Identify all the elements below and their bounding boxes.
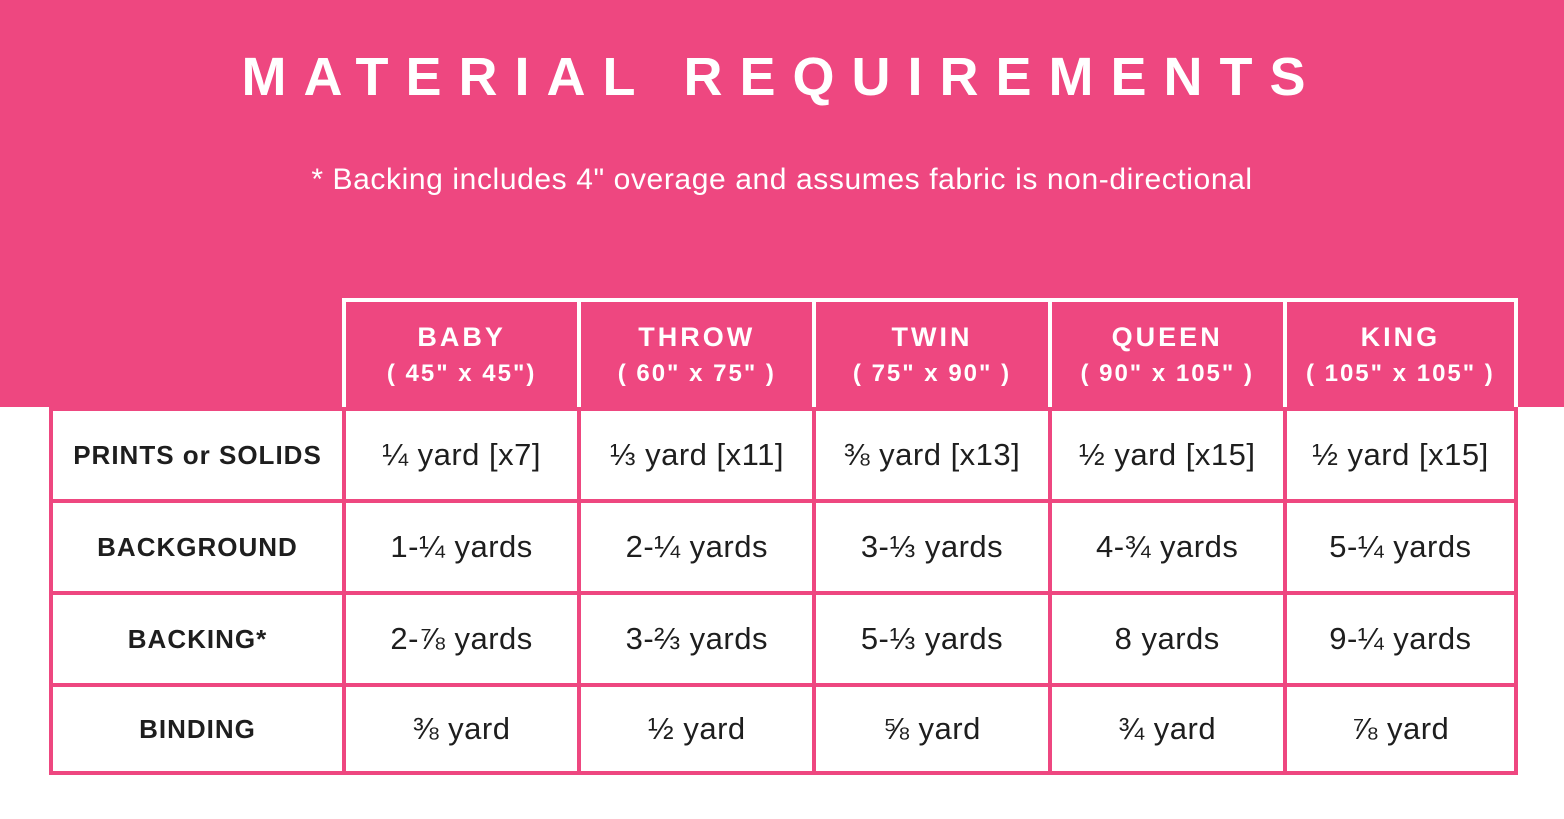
cell-background-baby: 1-¼ yards	[342, 499, 578, 591]
cell-binding-queen: ¾ yard	[1047, 683, 1283, 775]
column-name: QUEEN	[1111, 322, 1223, 352]
column-header-throw: THROW ( 60" x 75" )	[577, 298, 813, 408]
cell-background-king: 5-¼ yards	[1282, 499, 1518, 591]
column-name: THROW	[638, 322, 756, 352]
cell-backing-king: 9-¼ yards	[1282, 591, 1518, 683]
column-header-king: KING ( 105" x 105" )	[1282, 298, 1518, 408]
cell-backing-twin: 5-⅓ yards	[812, 591, 1048, 683]
cell-binding-twin: ⅝ yard	[812, 683, 1048, 775]
materials-table: PRINTS or SOLIDS ¼ yard [x7] ⅓ yard [x11…	[49, 407, 1518, 775]
backing-note: * Backing includes 4" overage and assume…	[311, 163, 1253, 196]
cell-background-queen: 4-¾ yards	[1047, 499, 1283, 591]
column-dimensions: ( 75" x 90" )	[852, 360, 1012, 387]
cell-binding-throw: ½ yard	[577, 683, 813, 775]
column-name: KING	[1360, 322, 1441, 352]
cell-backing-baby: 2-⅞ yards	[342, 591, 578, 683]
column-name: TWIN	[891, 322, 973, 352]
cell-prints-baby: ¼ yard [x7]	[342, 407, 578, 499]
cell-binding-king: ⅞ yard	[1282, 683, 1518, 775]
cell-prints-king: ½ yard [x15]	[1282, 407, 1518, 499]
column-dimensions: ( 60" x 75" )	[617, 360, 776, 387]
column-header-twin: TWIN ( 75" x 90" )	[812, 298, 1048, 408]
cell-prints-queen: ½ yard [x15]	[1047, 407, 1283, 499]
row-label-backing: BACKING*	[49, 591, 342, 683]
cell-background-throw: 2-¼ yards	[577, 499, 813, 591]
cell-prints-throw: ⅓ yard [x11]	[577, 407, 813, 499]
column-header-queen: QUEEN ( 90" x 105" )	[1047, 298, 1283, 408]
page-title: MATERIAL REQUIREMENTS	[241, 47, 1323, 107]
cell-backing-throw: 3-⅔ yards	[577, 591, 813, 683]
column-header-baby: BABY ( 45" x 45")	[342, 298, 578, 408]
cell-backing-queen: 8 yards	[1047, 591, 1283, 683]
cell-background-twin: 3-⅓ yards	[812, 499, 1048, 591]
size-header-row: BABY ( 45" x 45") THROW ( 60" x 75" ) TW…	[342, 298, 1518, 408]
column-dimensions: ( 90" x 105" )	[1080, 360, 1254, 387]
column-dimensions: ( 45" x 45")	[386, 360, 537, 387]
cell-prints-twin: ⅜ yard [x13]	[812, 407, 1048, 499]
column-name: BABY	[417, 322, 506, 352]
row-label-binding: BINDING	[49, 683, 342, 775]
row-label-background: BACKGROUND	[49, 499, 342, 591]
cell-binding-baby: ⅜ yard	[342, 683, 578, 775]
row-label-prints-or-solids: PRINTS or SOLIDS	[49, 407, 342, 499]
column-dimensions: ( 105" x 105" )	[1305, 360, 1495, 387]
